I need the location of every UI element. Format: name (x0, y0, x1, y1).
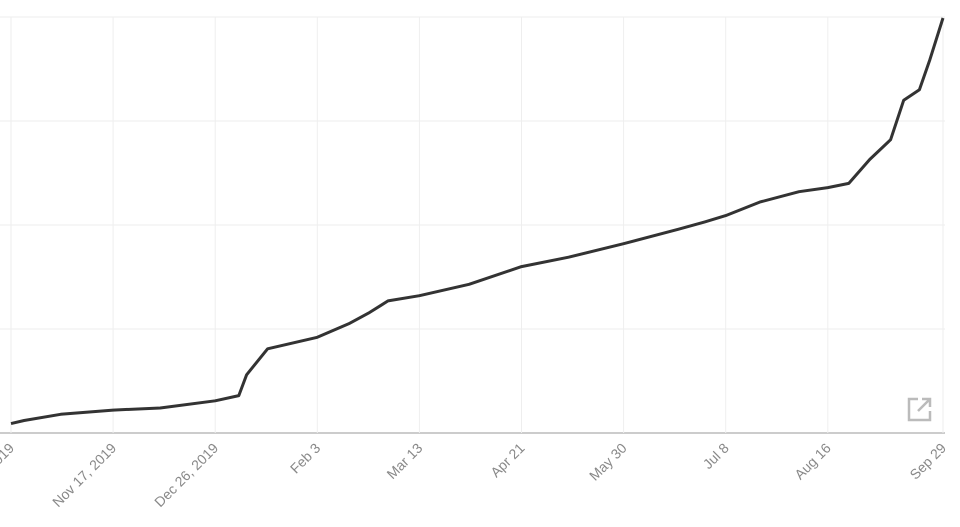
x-tick-label: Jul 8 (700, 440, 732, 472)
icon-box (907, 397, 932, 422)
line (10, 17, 945, 426)
x-tick-label: Feb 3 (287, 440, 324, 477)
x-tick-label: Dec 26, 2019 (151, 440, 221, 510)
x-tick-label: Aug 16 (791, 440, 834, 483)
x-tick-label: Apr 21 (487, 440, 528, 481)
x-tick-label: May 30 (586, 440, 630, 484)
x-tick-label: Nov 17, 2019 (49, 440, 119, 510)
x-tick-label: Sep 29 (906, 440, 949, 483)
external-link-icon[interactable] (907, 397, 932, 422)
x-tick-label: Mar 13 (383, 440, 425, 482)
icon-arrow (917, 397, 932, 412)
plot: Oct 9, 2019 Nov 17, 2019 Dec 26, 2019 Feb 3… (0, 16, 949, 510)
x-tick-label: Oct 9, 2019 (0, 440, 17, 503)
